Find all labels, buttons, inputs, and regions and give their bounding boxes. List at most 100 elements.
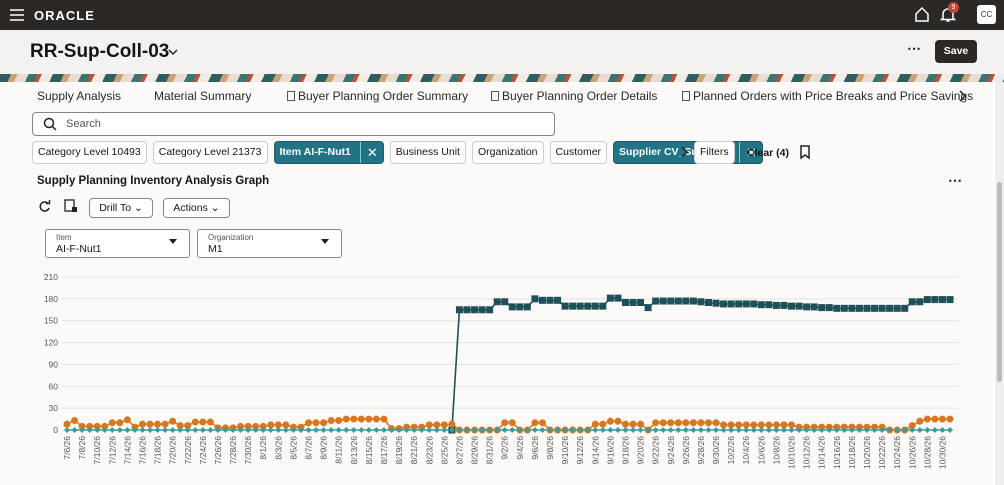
filter-label: Organization xyxy=(477,146,538,158)
title-chevron[interactable] xyxy=(168,48,178,56)
save-button[interactable]: Save xyxy=(935,40,977,63)
point xyxy=(833,427,840,433)
tab[interactable]: Buyer Planning Order Details xyxy=(491,89,657,103)
x-tick-label: 7/18/26 xyxy=(153,436,163,465)
point xyxy=(561,302,569,310)
filter-chip[interactable]: Customer xyxy=(549,141,608,164)
point xyxy=(388,427,395,433)
x-tick-label: 10/8/26 xyxy=(771,436,781,465)
filter-chip[interactable]: Organization xyxy=(471,141,544,164)
point xyxy=(372,415,380,423)
bookmark-icon[interactable] xyxy=(799,145,811,160)
point xyxy=(810,303,818,311)
menu-icon[interactable] xyxy=(9,8,25,22)
logo[interactable]: ORACLE xyxy=(34,8,95,23)
point xyxy=(486,427,493,433)
point xyxy=(109,427,116,433)
point xyxy=(591,302,599,310)
point xyxy=(644,304,652,312)
point xyxy=(177,427,184,433)
x-tick-label: 7/20/26 xyxy=(168,436,178,465)
point xyxy=(848,427,855,433)
tab[interactable]: Planned Orders with Price Breaks and Pri… xyxy=(682,89,973,103)
filters-button[interactable]: Filters xyxy=(694,141,735,164)
x-tick-label: 10/22/26 xyxy=(877,436,887,469)
point xyxy=(720,300,728,308)
point xyxy=(909,427,916,433)
tab[interactable]: Buyer Planning Order Summary xyxy=(287,89,468,103)
point xyxy=(803,303,811,311)
chart: 0 30 60 90 120 150 180 210 7/6/26 7/8/26 7/10/26 7/… xyxy=(44,272,958,469)
clear-button[interactable]: Clear (4) xyxy=(747,147,790,159)
point xyxy=(501,419,509,427)
y-tick-label: 30 xyxy=(49,403,59,413)
point xyxy=(826,427,833,433)
point xyxy=(735,427,742,433)
view-icon[interactable] xyxy=(64,199,78,213)
point xyxy=(230,427,237,433)
point xyxy=(199,427,206,433)
filter-chip[interactable]: Category Level 10493 xyxy=(32,141,147,164)
chips-next[interactable] xyxy=(679,146,689,158)
tab[interactable]: Supply Analysis xyxy=(37,89,121,103)
tab[interactable]: Material Summary xyxy=(154,89,251,103)
panel-more[interactable]: ⋯ xyxy=(948,172,962,188)
point xyxy=(554,296,562,304)
x-tick-label: 7/12/26 xyxy=(107,436,117,465)
point xyxy=(94,427,101,433)
point xyxy=(833,304,841,312)
point xyxy=(697,427,704,433)
item-select[interactable]: Item AI-F-Nut1 xyxy=(45,229,190,258)
x-tick-label: 10/24/26 xyxy=(892,436,902,469)
tabs-next[interactable] xyxy=(957,90,967,102)
point xyxy=(765,421,773,429)
organization-label: Organization xyxy=(208,233,254,242)
point xyxy=(742,421,750,429)
filter-chip[interactable]: Business Unit xyxy=(389,141,466,164)
x-tick-label: 8/11/26 xyxy=(334,436,344,464)
point xyxy=(531,419,539,427)
point xyxy=(780,301,788,309)
refresh-icon[interactable] xyxy=(38,200,51,213)
home-icon[interactable] xyxy=(914,6,930,22)
point xyxy=(765,301,773,309)
x-tick-label: 10/26/26 xyxy=(907,436,917,469)
filter-chip[interactable]: Category Level 21373 xyxy=(152,141,268,164)
y-tick-label: 180 xyxy=(44,294,58,304)
point xyxy=(939,427,946,433)
more-icon[interactable]: ⋯ xyxy=(907,40,921,56)
point xyxy=(531,295,539,303)
point xyxy=(818,304,826,312)
point xyxy=(720,421,728,429)
x-tick-label: 7/6/26 xyxy=(62,436,72,460)
point xyxy=(652,419,660,427)
point xyxy=(108,419,116,427)
filter-chip[interactable]: Item AI-F-Nut1 ✕ xyxy=(273,141,384,164)
x-tick-label: 10/14/26 xyxy=(817,436,827,469)
point xyxy=(931,296,939,304)
filter-label: Category Level 10493 xyxy=(38,146,141,158)
point xyxy=(599,427,606,433)
point xyxy=(923,296,931,304)
point xyxy=(886,304,894,312)
drill-to-button[interactable]: Drill To ⌄ xyxy=(89,198,153,218)
point xyxy=(947,427,953,433)
top-bar: ORACLE 9 CC xyxy=(0,0,1004,30)
search-box[interactable]: Search xyxy=(32,112,555,136)
point xyxy=(380,427,387,433)
point xyxy=(64,427,70,433)
point xyxy=(788,421,796,429)
actions-button[interactable]: Actions ⌄ xyxy=(163,198,230,218)
search-placeholder: Search xyxy=(66,118,101,130)
point xyxy=(629,299,637,306)
avatar[interactable]: CC xyxy=(977,5,996,24)
point xyxy=(350,415,358,423)
filter-chips: Category Level 10493 Category Level 21373… xyxy=(32,141,763,164)
point xyxy=(803,427,810,433)
x-tick-label: 7/14/26 xyxy=(122,436,132,465)
point xyxy=(584,427,591,433)
point xyxy=(169,427,176,433)
remove-icon[interactable]: ✕ xyxy=(359,142,378,163)
organization-select[interactable]: Organization M1 xyxy=(197,229,342,258)
remove-icon[interactable]: ✕ xyxy=(738,142,757,163)
